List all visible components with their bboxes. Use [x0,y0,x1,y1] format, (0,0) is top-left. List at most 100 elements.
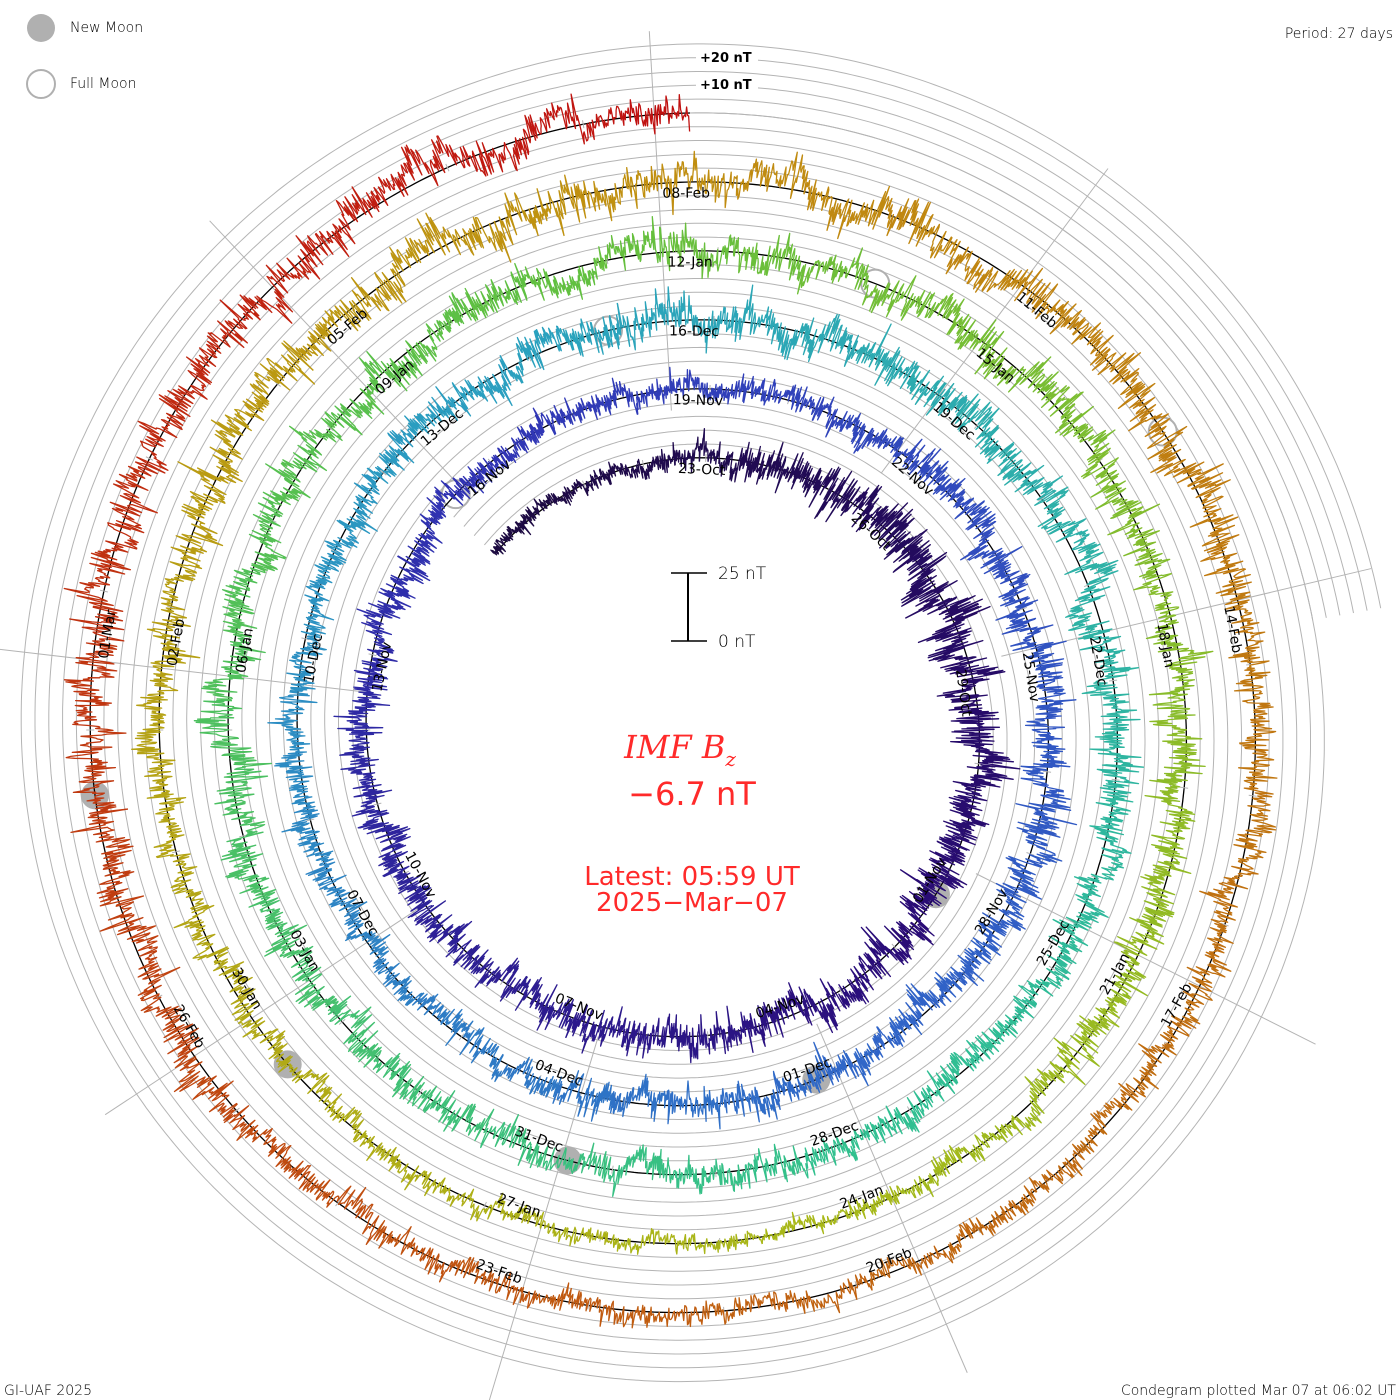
bz-trace-segment [808,466,861,523]
bz-trace-segment [719,1080,778,1123]
noon-tick [373,802,382,806]
bz-trace-segment [409,212,503,257]
bz-trace-segment [422,1090,495,1142]
noon-tick [974,762,983,765]
bz-trace-segment [737,1143,808,1190]
noon-tick [1019,606,1027,611]
bz-trace-segment [1068,612,1131,673]
bz-trace-segment [1037,486,1096,552]
bz-trace-segment [1014,267,1102,345]
bz-trace-segment [545,395,598,436]
bz-trace-segment [844,484,899,536]
bz-trace-segment [660,1013,707,1064]
bz-trace-segment [353,643,398,691]
period-label: Period: 27 days [1285,26,1393,42]
full-moon-legend-icon [26,69,56,99]
noon-tick [891,943,898,951]
noon-tick [1068,322,1075,329]
footer-plot-time: Condegram plotted Mar 07 at 06:02 UT [1121,1383,1396,1399]
ring-label-plus10: +10 nT [700,78,752,93]
bz-trace-segment [563,167,646,223]
bz-trace-segment [855,323,919,390]
bz-trace-segment [1076,1082,1147,1155]
bz-series [63,93,1278,1329]
bz-trace-segment [804,1129,864,1179]
bz-trace-segment [404,386,472,437]
noon-tick [1248,794,1257,797]
latest-value: −6.7 nT [628,775,756,813]
day-spoke [0,648,373,694]
bz-trace-segment [134,388,194,475]
bz-trace-segment [1086,328,1156,410]
bz-trace-segment [919,460,966,509]
bz-trace-segment [467,445,517,494]
bz-trace-segment [281,805,334,862]
bz-trace-segment [686,1230,763,1255]
bz-trace-segment [529,983,575,1039]
bz-trace-segment [454,1256,536,1309]
bz-trace-segment [936,664,1006,709]
bz-trace-segment [170,484,227,562]
grid-ring [34,57,1368,1369]
bz-trace-segment [995,588,1054,647]
bz-trace-segment [231,1001,293,1068]
bz-trace-segment [137,966,200,1064]
bz-trace-segment [616,286,682,351]
bz-trace-segment [772,1055,827,1111]
bz-trace-segment [300,579,335,640]
bz-trace-segment [336,473,380,534]
ring-label-bg [696,48,758,65]
noon-tick [1109,679,1118,682]
bz-trace-segment [794,313,860,367]
noon-tick [482,1201,487,1210]
bz-trace-segment [871,1008,923,1061]
date-label: 16-Dec [669,323,719,340]
bz-trace-segment [366,428,415,484]
bz-trace-segment [552,1070,613,1122]
chart-title: IMF Bz [623,728,736,771]
bz-trace-segment [459,1020,504,1083]
latest-time: Latest: 05:59 UT [584,862,800,892]
bz-trace-segment [620,94,691,135]
bz-trace-segment [594,377,645,416]
noon-tick [327,425,334,432]
bz-trace-segment [1053,994,1127,1067]
bz-trace-segment [177,408,252,489]
bz-trace-segment [608,1144,676,1197]
bz-trace-segment [813,1041,874,1087]
grid-ring [75,98,1327,1327]
bz-trace-segment [1149,717,1206,790]
noon-tick [446,403,453,411]
bz-trace-segment [1024,1046,1086,1124]
bz-trace-segment [236,1119,312,1190]
bz-trace-segment [1064,543,1119,620]
bz-trace-segment [596,215,665,272]
bz-trace-segment [774,452,822,498]
bz-trace-segment [220,830,277,901]
bz-trace-segment [961,1115,1036,1163]
bz-trace-segment [373,1220,459,1283]
noon-tick [145,456,154,461]
bz-trace-segment [339,737,379,786]
noon-tick [582,120,585,129]
bz-trace-segment [192,933,256,1007]
bz-trace-segment [70,808,135,903]
bz-trace-segment [542,1142,612,1183]
bz-trace-segment [997,448,1064,506]
bz-trace-segment [397,1163,470,1207]
bz-trace-segment [214,765,269,833]
noon-tick [306,818,315,822]
bz-trace-segment [1073,858,1125,924]
noon-tick [1026,852,1035,856]
grid-ring [689,112,1314,621]
bz-trace-segment [372,1052,438,1110]
bz-trace-segment [559,302,622,357]
bz-trace-segment [702,1291,789,1325]
bz-trace-segment [1020,741,1071,801]
bz-trace-segment [539,1211,614,1247]
bz-trace-segment [827,962,874,1012]
bz-trace-segment [1107,503,1172,580]
noon-tick [1180,786,1189,789]
bz-trace-segment [524,257,598,301]
noon-tick [458,1033,465,1041]
